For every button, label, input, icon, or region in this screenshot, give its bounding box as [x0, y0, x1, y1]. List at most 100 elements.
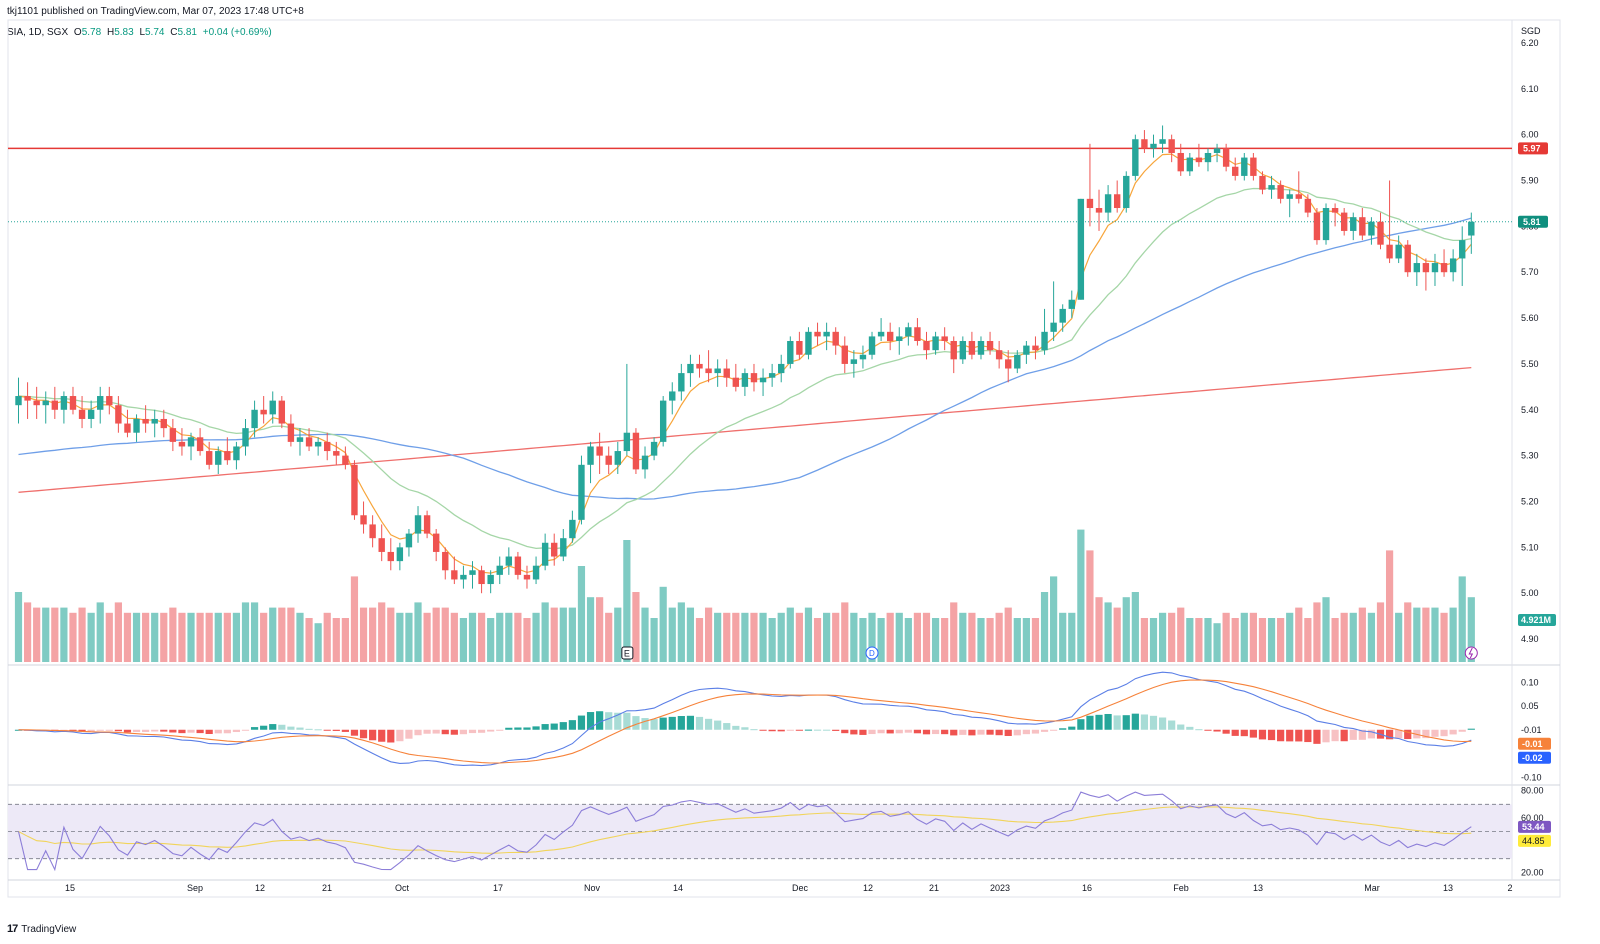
macd-histogram-bar	[1431, 729, 1439, 737]
symbol-name[interactable]: SIA, 1D, SGX	[7, 27, 69, 38]
macd-histogram-bar	[196, 729, 204, 734]
candle-body	[69, 396, 77, 410]
volume-bar	[260, 612, 268, 662]
macd-histogram-bar	[205, 729, 213, 735]
rsi-line	[17, 791, 1472, 872]
change-value: +0.04 (+0.69%)	[202, 27, 272, 38]
candle-body	[732, 377, 740, 387]
volume-bar	[1349, 612, 1357, 662]
candle-body	[1059, 308, 1066, 323]
volume-bar	[1395, 612, 1403, 662]
time-tick-label: 21	[322, 883, 332, 893]
time-tick-label: 15	[65, 883, 75, 893]
price-tick-label: 5.20	[1521, 497, 1539, 507]
candle-body	[396, 547, 404, 562]
candle-body	[142, 418, 149, 424]
macd-value-tag	[1518, 751, 1551, 764]
tradingview-footer[interactable]: 17 TradingView	[7, 923, 76, 935]
chart-frame	[7, 19, 1561, 898]
macd-histogram-bar	[1186, 726, 1194, 730]
macd-histogram-bar	[686, 715, 695, 730]
volume-bar	[69, 612, 77, 662]
volume-bar	[677, 602, 685, 662]
price-tick-label: 4.90	[1521, 634, 1539, 644]
volume-bar	[895, 612, 903, 662]
candle-body	[196, 437, 204, 452]
candle-body	[1295, 194, 1302, 199]
macd-histogram-bar	[1131, 713, 1139, 730]
macd-histogram-bar	[369, 729, 377, 741]
macd-histogram-bar	[695, 716, 704, 730]
volume-bar	[695, 618, 704, 662]
macd-tick-label: 0.05	[1521, 701, 1539, 711]
volume-bar	[659, 586, 667, 662]
volume-bar	[550, 607, 558, 662]
macd-histogram-bar	[959, 729, 967, 735]
volume-bar	[314, 623, 322, 662]
candle-body	[723, 368, 730, 378]
candle-body	[1459, 240, 1466, 259]
macd-histogram-bar	[1449, 729, 1457, 735]
macd-histogram-bar	[169, 729, 177, 733]
volume-bar	[468, 612, 477, 662]
time-tick-label: 14	[673, 883, 683, 893]
macd-histogram-bar	[1404, 729, 1412, 740]
candle-body	[805, 331, 812, 355]
macd-histogram-bar	[1104, 713, 1112, 730]
volume-bar	[514, 612, 522, 662]
macd-histogram-bar	[804, 729, 813, 731]
candle-body	[287, 423, 295, 442]
macd-histogram-bar	[623, 712, 631, 730]
macd-histogram-bar	[296, 727, 304, 730]
candle-body	[1340, 212, 1348, 231]
volume-bar	[1204, 618, 1212, 662]
volume-bar	[968, 612, 976, 662]
candle-body	[977, 341, 985, 355]
volume-bar	[650, 618, 658, 662]
volume-bar	[577, 566, 586, 662]
candle-body	[1313, 212, 1321, 241]
candle-body	[233, 446, 240, 461]
open-label: O	[73, 27, 82, 38]
macd-histogram-bar	[641, 718, 649, 730]
candle-body	[868, 336, 876, 355]
price-tick-label: 6.00	[1521, 130, 1539, 140]
high-label: H	[106, 27, 115, 38]
volume-bar	[1104, 602, 1112, 662]
candle-body	[187, 437, 195, 447]
volume-bar	[841, 602, 849, 662]
macd-histogram-bar	[1213, 729, 1221, 732]
currency-label: SGD	[1521, 26, 1541, 36]
macd-histogram-bar	[977, 729, 985, 735]
volume-bar	[60, 607, 68, 662]
rsi-value-label: 53.44	[1522, 822, 1545, 832]
volume-bar	[1122, 597, 1130, 662]
candle-body	[124, 423, 131, 433]
macd-histogram-bar	[632, 716, 640, 730]
volume-bar	[341, 618, 349, 662]
candle-body	[378, 538, 385, 552]
volume-bar	[1277, 618, 1285, 662]
volume-bar	[169, 607, 177, 662]
macd-histogram-bar	[614, 712, 622, 730]
candle-body	[169, 428, 177, 442]
macd-histogram-bar	[459, 729, 468, 735]
macd-histogram-bar	[142, 729, 150, 732]
macd-histogram-bar	[995, 729, 1003, 736]
candle-body	[478, 570, 485, 585]
candle-body	[678, 373, 685, 392]
macd-histogram-bar	[1367, 729, 1376, 739]
volume-bar	[596, 597, 604, 662]
candles	[15, 125, 1475, 594]
volume-bar	[786, 607, 794, 662]
candle-body	[1195, 157, 1203, 163]
candle-body	[314, 441, 322, 447]
volume-bar	[250, 602, 259, 662]
time-tick-label: Sep	[187, 883, 203, 893]
macd-histogram-bar	[1050, 729, 1058, 731]
volume-bar	[1458, 576, 1466, 662]
macd-histogram-bar	[1004, 729, 1012, 736]
time-tick-label: Nov	[584, 883, 601, 893]
candle-body	[650, 441, 658, 456]
